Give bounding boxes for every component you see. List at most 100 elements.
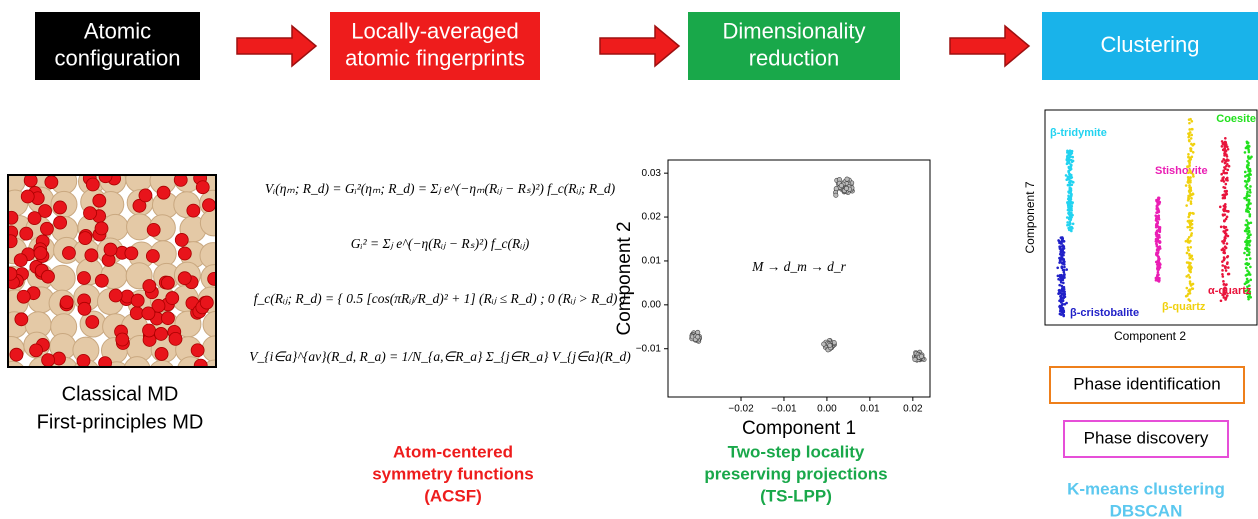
point bbox=[1190, 197, 1193, 200]
atom-o bbox=[155, 327, 168, 340]
method-label: Phase discovery bbox=[1084, 428, 1209, 447]
point bbox=[1224, 203, 1227, 206]
step-label: Dimensionality bbox=[722, 18, 865, 43]
plot-frame bbox=[668, 160, 930, 397]
point bbox=[1248, 244, 1251, 247]
point bbox=[1246, 187, 1249, 190]
x-tick-label: −0.02 bbox=[728, 404, 754, 415]
point bbox=[1190, 128, 1193, 131]
point bbox=[1249, 266, 1252, 269]
point bbox=[1227, 266, 1230, 269]
equation: Gᵢ² = Σⱼ e^(−η(Rᵢⱼ − Rₛ)²) f_c(Rᵢⱼ) bbox=[351, 236, 530, 251]
point bbox=[1188, 214, 1191, 217]
x-tick-label: 0.02 bbox=[903, 404, 923, 415]
atom-o bbox=[28, 212, 41, 225]
atom-o bbox=[10, 348, 23, 361]
arrow bbox=[950, 26, 1029, 66]
point bbox=[834, 193, 838, 197]
step-label: Locally-averaged bbox=[351, 18, 519, 43]
point bbox=[1189, 280, 1192, 283]
point bbox=[1247, 221, 1250, 224]
point bbox=[1246, 210, 1249, 213]
cluster bbox=[912, 350, 926, 362]
point bbox=[1223, 239, 1226, 242]
point bbox=[1060, 308, 1063, 311]
point bbox=[1249, 191, 1252, 194]
atom-si bbox=[0, 361, 26, 387]
point bbox=[1190, 171, 1193, 174]
atom-o bbox=[131, 294, 144, 307]
cluster-points bbox=[1065, 149, 1075, 232]
point bbox=[1069, 154, 1072, 157]
point bbox=[1222, 169, 1225, 172]
point bbox=[1189, 246, 1192, 249]
point bbox=[1247, 240, 1250, 243]
point bbox=[1187, 220, 1190, 223]
point bbox=[1223, 252, 1226, 255]
point bbox=[1246, 278, 1249, 281]
point bbox=[1189, 187, 1192, 190]
phase-label: β-tridymite bbox=[1050, 127, 1107, 139]
point bbox=[1072, 160, 1075, 163]
point bbox=[1063, 293, 1066, 296]
atom-o bbox=[203, 199, 216, 212]
point bbox=[1224, 137, 1227, 140]
step-label: reduction bbox=[749, 45, 840, 70]
point bbox=[1157, 265, 1160, 268]
point bbox=[1225, 210, 1228, 213]
point bbox=[1066, 221, 1069, 224]
atom-o bbox=[155, 347, 168, 360]
atom-o bbox=[5, 211, 18, 224]
point bbox=[1228, 165, 1231, 168]
point bbox=[1247, 298, 1250, 301]
point bbox=[1069, 175, 1072, 178]
point bbox=[1191, 227, 1194, 230]
atom-o bbox=[30, 344, 43, 357]
point bbox=[1060, 250, 1063, 253]
atom-o bbox=[147, 223, 160, 236]
point bbox=[1224, 152, 1227, 155]
point bbox=[845, 177, 849, 181]
atom-o bbox=[77, 271, 90, 284]
point bbox=[1222, 275, 1225, 278]
point bbox=[1187, 180, 1190, 183]
point bbox=[1068, 161, 1071, 164]
atom-o bbox=[161, 312, 174, 325]
point bbox=[1056, 266, 1059, 269]
point bbox=[1191, 212, 1194, 215]
point bbox=[1187, 246, 1190, 249]
point bbox=[1159, 240, 1162, 243]
point bbox=[1246, 183, 1249, 186]
atom-o bbox=[84, 207, 97, 220]
point bbox=[1248, 179, 1251, 182]
point bbox=[1192, 192, 1195, 195]
y-tick-label: 0.01 bbox=[642, 256, 662, 267]
point bbox=[1060, 313, 1063, 316]
point bbox=[1221, 264, 1224, 267]
point bbox=[1246, 254, 1249, 257]
point bbox=[1061, 293, 1064, 296]
cluster bbox=[822, 338, 837, 352]
point bbox=[844, 186, 848, 190]
atom-o bbox=[41, 270, 54, 283]
point bbox=[1248, 236, 1251, 239]
atom-o bbox=[142, 307, 155, 320]
atom-o bbox=[178, 272, 191, 285]
point bbox=[1192, 151, 1195, 154]
point bbox=[828, 343, 832, 347]
point bbox=[1246, 160, 1249, 163]
point bbox=[1189, 224, 1192, 227]
point bbox=[1226, 262, 1229, 265]
point bbox=[1157, 273, 1160, 276]
point bbox=[1156, 276, 1159, 279]
atom-o bbox=[45, 176, 58, 189]
point bbox=[1059, 247, 1062, 250]
cluster bbox=[833, 177, 854, 198]
point bbox=[1185, 295, 1188, 298]
point bbox=[1061, 267, 1064, 270]
point bbox=[1245, 258, 1248, 261]
point bbox=[1187, 249, 1190, 252]
point bbox=[1223, 257, 1226, 260]
point bbox=[1249, 189, 1252, 192]
atom-o bbox=[178, 247, 191, 260]
